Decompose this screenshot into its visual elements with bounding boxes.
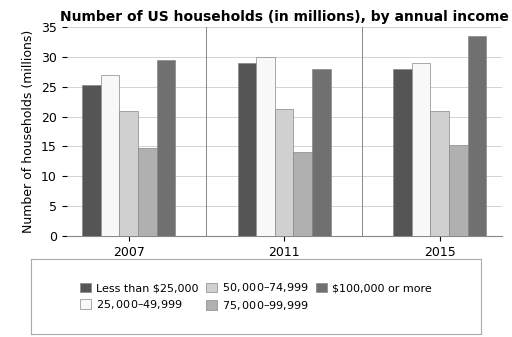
Bar [157, 60, 175, 236]
Title: Number of US households (in millions), by annual income: Number of US households (in millions), b… [60, 10, 508, 24]
Legend: Less than $25,000, $25,000–$49,999, $50,000–$74,999, $75,000–$99,999, $100,000 o: Less than $25,000, $25,000–$49,999, $50,… [75, 276, 437, 317]
Bar [430, 111, 449, 236]
Bar [312, 69, 331, 236]
Y-axis label: Number of households (millions): Number of households (millions) [23, 30, 35, 233]
Bar [82, 85, 101, 236]
Bar [238, 63, 256, 236]
Bar [138, 148, 157, 236]
Bar [293, 152, 312, 236]
Bar [393, 69, 412, 236]
X-axis label: Year: Year [269, 264, 300, 277]
Bar [275, 109, 293, 236]
Bar [412, 63, 430, 236]
Bar [101, 75, 119, 236]
Bar [449, 145, 467, 236]
Bar [256, 57, 275, 236]
Bar [467, 36, 486, 236]
Bar [119, 111, 138, 236]
